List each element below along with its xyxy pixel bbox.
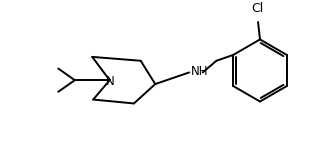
Text: N: N xyxy=(106,75,115,88)
Text: NH: NH xyxy=(191,65,209,78)
Text: Cl: Cl xyxy=(251,2,263,15)
